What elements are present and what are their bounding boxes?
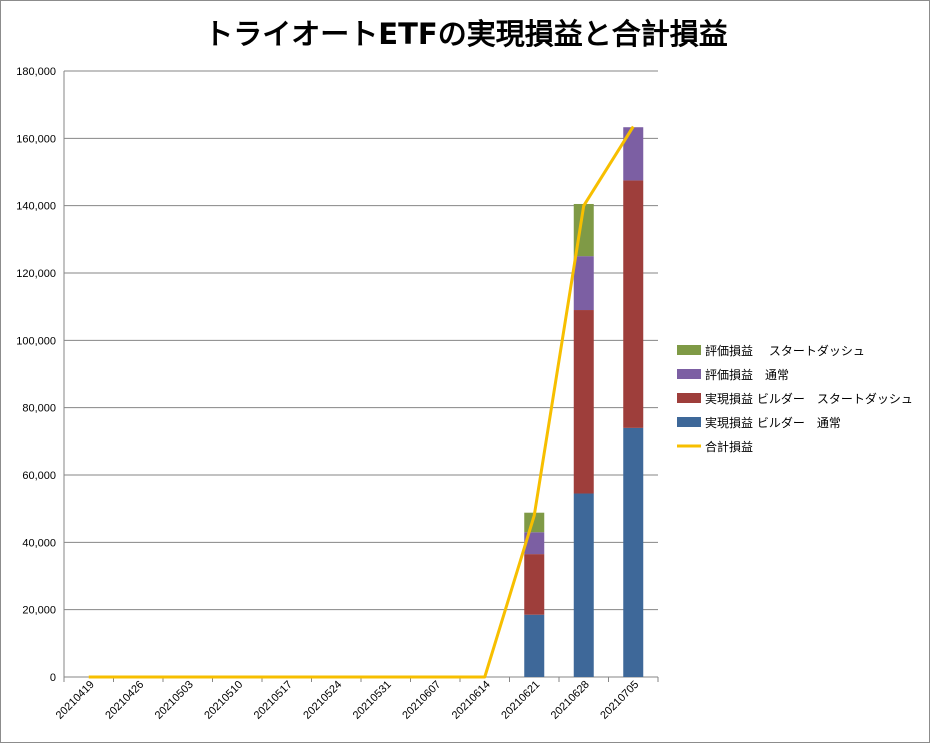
bar-segment: [524, 532, 545, 555]
bar-segment: [524, 554, 545, 615]
x-tick-label: 20210607: [400, 679, 443, 722]
bar-segment: [623, 127, 644, 181]
y-tick-label: 180,000: [16, 66, 56, 78]
legend-label: 実現損益 ビルダー 通常: [705, 415, 841, 430]
legend-swatch: [677, 369, 701, 379]
y-tick-label: 40,000: [22, 537, 56, 549]
x-tick-label: 20210503: [153, 679, 196, 722]
y-tick-label: 140,000: [16, 201, 56, 213]
total-line: [88, 125, 635, 679]
x-tick-label: 20210621: [499, 679, 542, 722]
legend-label: 合計損益: [705, 439, 753, 454]
bar-segment: [573, 310, 594, 494]
bar-segment: [623, 427, 644, 677]
y-tick-label: 60,000: [22, 470, 56, 482]
y-tick-label: 160,000: [16, 133, 56, 145]
y-tick-label: 20,000: [22, 605, 56, 617]
legend-label: 評価損益 スタートダッシュ: [705, 343, 865, 358]
x-tick-label: 20210524: [301, 679, 344, 722]
x-tick-label: 20210426: [103, 679, 146, 722]
x-tick-label: 20210517: [252, 679, 295, 722]
y-tick-label: 120,000: [16, 268, 56, 280]
chart-title: トライオートETFの実現損益と合計損益: [204, 17, 728, 51]
x-tick-label: 20210628: [549, 679, 592, 722]
legend-swatch: [677, 393, 701, 403]
bar-segment: [623, 180, 644, 428]
x-tick-label: 20210614: [450, 679, 493, 722]
x-tick-label: 20210705: [598, 679, 641, 722]
y-tick-label: 0: [50, 672, 56, 684]
x-tick-label: 20210531: [351, 679, 394, 722]
y-tick-label: 80,000: [22, 403, 56, 415]
legend-label: 評価損益 通常: [705, 367, 789, 382]
bar-segment: [573, 256, 594, 311]
legend-swatch: [677, 417, 701, 427]
bar-segment: [573, 493, 594, 677]
bar-segment: [524, 614, 545, 677]
y-tick-label: 100,000: [16, 335, 56, 347]
x-tick-label: 20210510: [202, 679, 245, 722]
x-tick-label: 20210419: [54, 679, 97, 722]
legend-label: 実現損益 ビルダー スタートダッシュ: [705, 391, 913, 406]
legend-swatch: [677, 345, 701, 355]
